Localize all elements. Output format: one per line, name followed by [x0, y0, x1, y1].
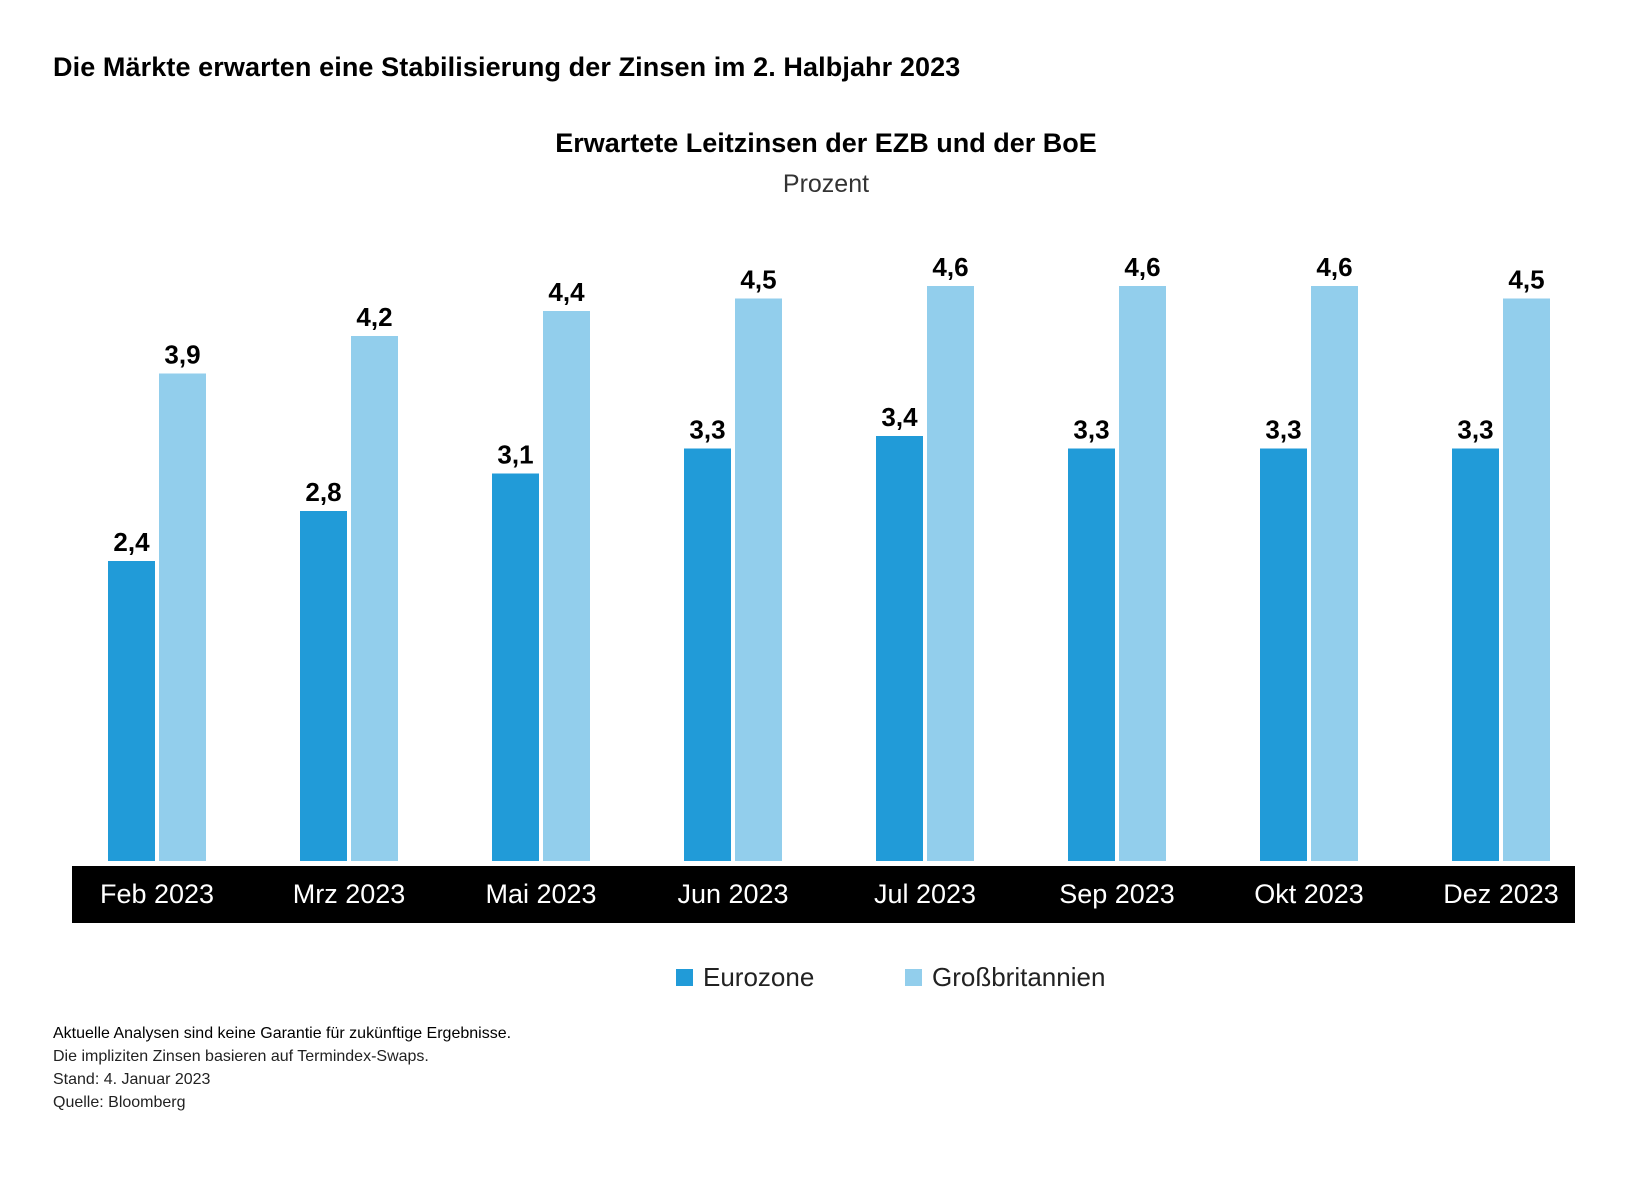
footnote-source: Quelle: Bloomberg [53, 1094, 186, 1111]
x-tick-label-2: Mai 2023 [485, 879, 596, 909]
bar-uk-2 [543, 311, 590, 861]
data-label-eurozone-7: 3,3 [1457, 415, 1493, 445]
bar-eurozone-0 [108, 561, 155, 861]
legend-label-eurozone: Eurozone [703, 962, 815, 992]
data-label-eurozone-5: 3,3 [1073, 415, 1109, 445]
legend-uk: Großbritannien [905, 962, 1105, 993]
data-label-uk-1: 4,2 [356, 302, 392, 332]
bar-uk-6 [1311, 286, 1358, 861]
x-tick-label-0: Feb 2023 [100, 879, 214, 909]
bar-uk-0 [159, 373, 206, 861]
data-label-uk-5: 4,6 [1124, 252, 1160, 282]
footnote-date: Stand: 4. Januar 2023 [53, 1071, 211, 1088]
bar-eurozone-5 [1068, 448, 1115, 861]
data-label-eurozone-0: 2,4 [113, 527, 150, 557]
bar-uk-3 [735, 298, 782, 861]
data-label-eurozone-3: 3,3 [689, 415, 725, 445]
bar-uk-5 [1119, 286, 1166, 861]
bar-uk-7 [1503, 298, 1550, 861]
legend-eurozone: Eurozone [676, 962, 814, 993]
data-label-eurozone-4: 3,4 [881, 402, 918, 432]
bar-uk-1 [351, 336, 398, 861]
x-axis-band [72, 866, 1575, 923]
x-tick-label-7: Dez 2023 [1443, 879, 1559, 909]
x-tick-label-6: Okt 2023 [1254, 879, 1364, 909]
data-label-eurozone-6: 3,3 [1265, 415, 1301, 445]
data-label-eurozone-2: 3,1 [497, 440, 533, 470]
data-label-uk-2: 4,4 [548, 277, 585, 307]
footnote-method: Die impliziten Zinsen basieren auf Termi… [53, 1048, 429, 1065]
bar-uk-4 [927, 286, 974, 861]
chart-subtitle: Prozent [782, 170, 870, 198]
legend-label-uk: Großbritannien [932, 962, 1106, 992]
data-label-uk-0: 3,9 [164, 340, 200, 370]
data-label-eurozone-1: 2,8 [305, 477, 341, 507]
bar-eurozone-4 [876, 436, 923, 861]
x-tick-label-4: Jul 2023 [874, 879, 976, 909]
footnotes: Aktuelle Analysen sind keine Garantie fü… [53, 1022, 511, 1114]
bar-eurozone-1 [300, 511, 347, 861]
bar-chart: 2,4 3,9 Feb 2023 2,8 4,2 Mrz 2023 3,1 4,4 Mai 20… [72, 252, 1575, 923]
legend-swatch-uk [905, 969, 922, 986]
legend-swatch-eurozone [676, 969, 693, 986]
bar-eurozone-6 [1260, 448, 1307, 861]
footnote-disclaimer: Aktuelle Analysen sind keine Garantie fü… [53, 1025, 512, 1042]
bar-eurozone-2 [492, 473, 539, 861]
headline: Die Märkte erwarten eine Stabilisierung … [53, 52, 961, 82]
data-label-uk-7: 4,5 [1508, 265, 1544, 295]
x-tick-label-5: Sep 2023 [1059, 879, 1175, 909]
bar-eurozone-7 [1452, 448, 1499, 861]
chart-title: Erwartete Leitzinsen der EZB und der BoE [555, 128, 1097, 158]
bar-eurozone-3 [684, 448, 731, 861]
x-tick-label-3: Jun 2023 [677, 879, 788, 909]
data-label-uk-6: 4,6 [1316, 252, 1352, 282]
x-tick-label-1: Mrz 2023 [293, 879, 406, 909]
data-label-uk-3: 4,5 [740, 265, 776, 295]
data-label-uk-4: 4,6 [932, 252, 968, 282]
